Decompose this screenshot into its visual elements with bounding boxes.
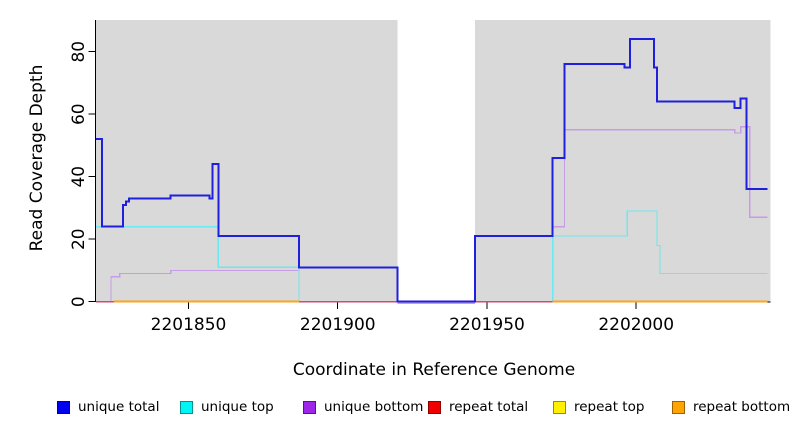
legend-label: unique total xyxy=(78,399,160,415)
legend-item-unique-bottom: unique bottom xyxy=(303,399,424,415)
legend-item-repeat-bottom: repeat bottom xyxy=(672,399,791,415)
legend-swatch-unique-bottom xyxy=(303,401,316,414)
y-tick-label: 0 xyxy=(69,296,89,307)
legend-swatch-repeat-top xyxy=(553,401,566,414)
series-lines xyxy=(96,38,768,304)
legend-swatch-repeat-bottom xyxy=(672,401,685,414)
legend-swatch-unique-total xyxy=(57,401,70,414)
plot-background xyxy=(96,20,771,302)
legend-swatch-repeat-total xyxy=(428,401,441,414)
legend-item-repeat-top: repeat top xyxy=(553,399,645,415)
y-tick-label: 40 xyxy=(69,166,89,188)
x-tick-label: 2201950 xyxy=(449,315,525,335)
coverage-plot: 0 20 40 60 80 2201850 2201900 2201950 2202000 Co… xyxy=(27,20,771,380)
series-line-unique-top xyxy=(475,210,768,303)
no-data-gap xyxy=(397,20,476,302)
y-tick-label: 80 xyxy=(69,41,89,63)
y-tick-label: 60 xyxy=(69,103,89,125)
legend-item-repeat-total: repeat total xyxy=(428,399,529,415)
x-axis-label: Coordinate in Reference Genome xyxy=(293,360,575,380)
legend-item-unique-top: unique top xyxy=(180,399,274,415)
x-tick-label: 2201850 xyxy=(151,315,227,335)
legend-label: unique bottom xyxy=(324,399,424,415)
series-line-unique-total xyxy=(96,38,768,303)
legend-label: repeat top xyxy=(574,399,645,415)
legend-label: repeat bottom xyxy=(693,399,791,415)
legend-swatch-unique-top xyxy=(180,401,193,414)
legend-item-unique-total: unique total xyxy=(57,399,160,415)
x-tick-label: 2202000 xyxy=(598,315,674,335)
legend-label: repeat total xyxy=(449,399,529,415)
y-tick-label: 20 xyxy=(69,228,89,250)
legend-label: unique top xyxy=(201,399,274,415)
x-tick-label: 2201900 xyxy=(300,315,376,335)
y-axis-label: Read Coverage Depth xyxy=(27,65,47,252)
